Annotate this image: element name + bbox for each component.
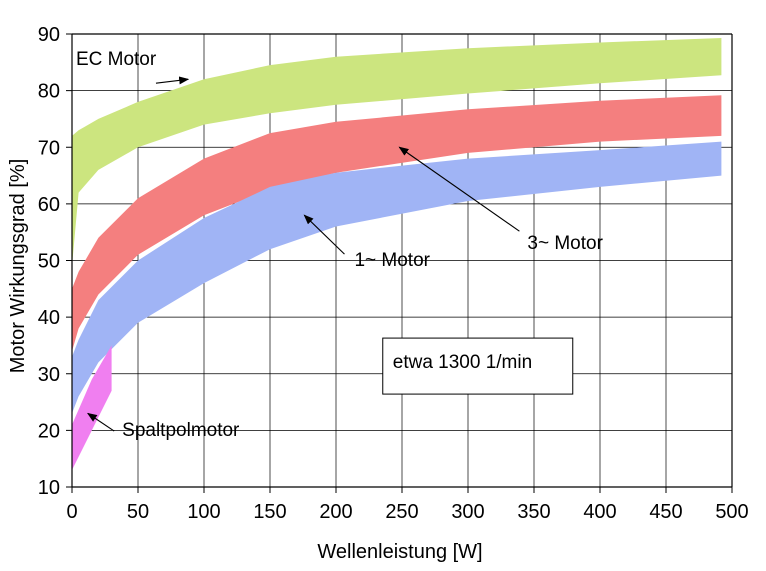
annotation-etwa-1300-1-min: etwa 1300 1/min [393, 352, 532, 373]
annotation-arrow [398, 146, 520, 232]
y-axis-label: Motor Wirkungsgrad [%] [7, 159, 29, 374]
x-axis-label: Wellenleistung [W] [317, 541, 482, 563]
x-tick-label: 350 [517, 501, 550, 523]
band-3-motor [72, 95, 722, 352]
x-tick-label: 150 [253, 501, 286, 523]
annotation-box [382, 337, 574, 395]
annotations: EC Motor 3~ Motor 1~ Motor Spaltpolmotor etw… [76, 49, 604, 441]
y-tick-label: 70 [38, 137, 60, 159]
y-tick-label: 40 [38, 307, 60, 329]
x-tick-label: 0 [66, 501, 77, 523]
x-tick-label: 250 [385, 501, 418, 523]
x-tick-labels: 0 50 100 150 200 250 300 350 400 450 500 [66, 501, 748, 523]
x-tick-label: 200 [319, 501, 352, 523]
y-tick-label: 10 [38, 477, 60, 499]
annotation-3-motor: 3~ Motor [527, 233, 603, 254]
y-tick-label: 50 [38, 251, 60, 273]
x-tick-label: 400 [583, 501, 616, 523]
x-tick-label: 500 [715, 501, 748, 523]
x-tick-label: 450 [649, 501, 682, 523]
annotation-arrow [303, 214, 345, 255]
annotation-1-motor: 1~ Motor [354, 250, 430, 271]
annotation-ec-motor: EC Motor [76, 49, 157, 70]
axes [66, 33, 733, 493]
annotation-spaltpolmotor: Spaltpolmotor [122, 420, 240, 441]
band-1-motor [72, 141, 722, 414]
y-tick-label: 30 [38, 364, 60, 386]
y-tick-label: 80 [38, 81, 60, 103]
annotation-arrow [155, 76, 190, 85]
y-tick-labels: 10 20 30 40 50 60 70 80 90 [38, 24, 60, 499]
efficiency-bands [72, 38, 722, 470]
x-tick-label: 300 [451, 501, 484, 523]
band-ec-motor [72, 38, 722, 267]
annotation-arrow [87, 412, 115, 432]
x-tick-label: 100 [187, 501, 220, 523]
band-spaltpolmotor [72, 345, 112, 470]
y-tick-label: 20 [38, 420, 60, 442]
y-tick-label: 60 [38, 194, 60, 216]
y-tick-label: 90 [38, 24, 60, 46]
x-tick-label: 50 [127, 501, 149, 523]
